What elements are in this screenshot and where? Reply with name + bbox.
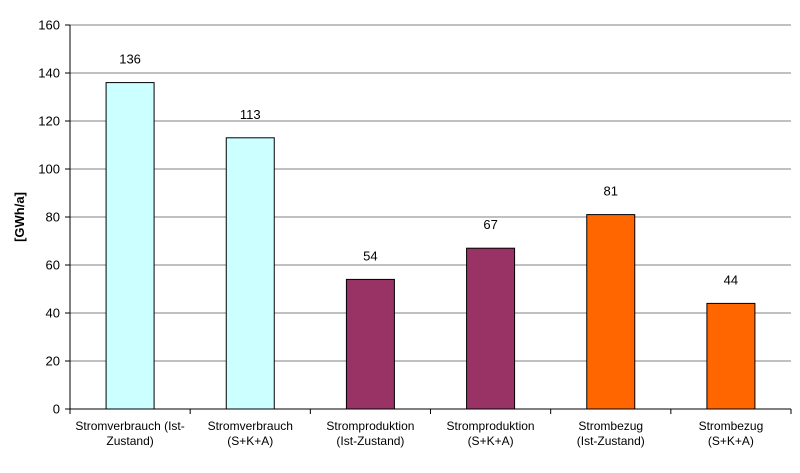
gridlines <box>70 24 791 362</box>
y-tick-label: 40 <box>46 306 60 321</box>
bar <box>225 137 275 410</box>
x-tick-label: Strombezug <box>578 419 643 433</box>
x-tick-label: (S+K+A) <box>708 434 754 448</box>
bar <box>706 302 756 410</box>
y-tick-label: 140 <box>38 66 60 81</box>
x-tick-label: Stromverbrauch (Ist- <box>75 419 184 433</box>
bar <box>586 214 636 410</box>
bar <box>345 278 395 410</box>
y-axis-title: [GWh/a] <box>12 192 27 242</box>
x-tick-label: (Ist-Zustand) <box>336 434 404 448</box>
data-label: 113 <box>240 107 261 122</box>
y-axis-ticks: 0 20 40 60 80 100 120 140 160 <box>38 18 792 417</box>
y-tick-label: 120 <box>38 114 60 129</box>
y-tick-label: 20 <box>46 354 60 369</box>
category-labels: Stromverbrauch (Ist-Zustand) Stromverbrau… <box>75 419 763 448</box>
x-tick-label: Stromproduktion <box>447 419 535 433</box>
data-label: 81 <box>604 184 618 199</box>
x-tick-label: Stromproduktion <box>326 419 414 433</box>
y-tick-label: 80 <box>46 210 60 225</box>
x-tick-label: (S+K+A) <box>227 434 273 448</box>
x-tick-label: Zustand) <box>106 434 153 448</box>
y-tick-label: 160 <box>38 18 60 33</box>
data-label: 54 <box>363 248 377 263</box>
bar <box>466 247 516 410</box>
y-tick-label: 60 <box>46 258 60 273</box>
y-tick-label: 100 <box>38 162 60 177</box>
bar <box>105 82 155 410</box>
x-tick-label: Strombezug <box>699 419 764 433</box>
x-tick-label: (S+K+A) <box>468 434 514 448</box>
x-tick-label: (Ist-Zustand) <box>577 434 645 448</box>
bars <box>105 82 756 410</box>
data-label: 67 <box>483 217 497 232</box>
data-labels: 136 113 54 67 81 44 <box>119 52 738 288</box>
y-tick-label: 0 <box>53 402 60 417</box>
data-label: 136 <box>119 52 141 67</box>
x-tick-label: Stromverbrauch <box>208 419 293 433</box>
data-label: 44 <box>724 272 738 287</box>
